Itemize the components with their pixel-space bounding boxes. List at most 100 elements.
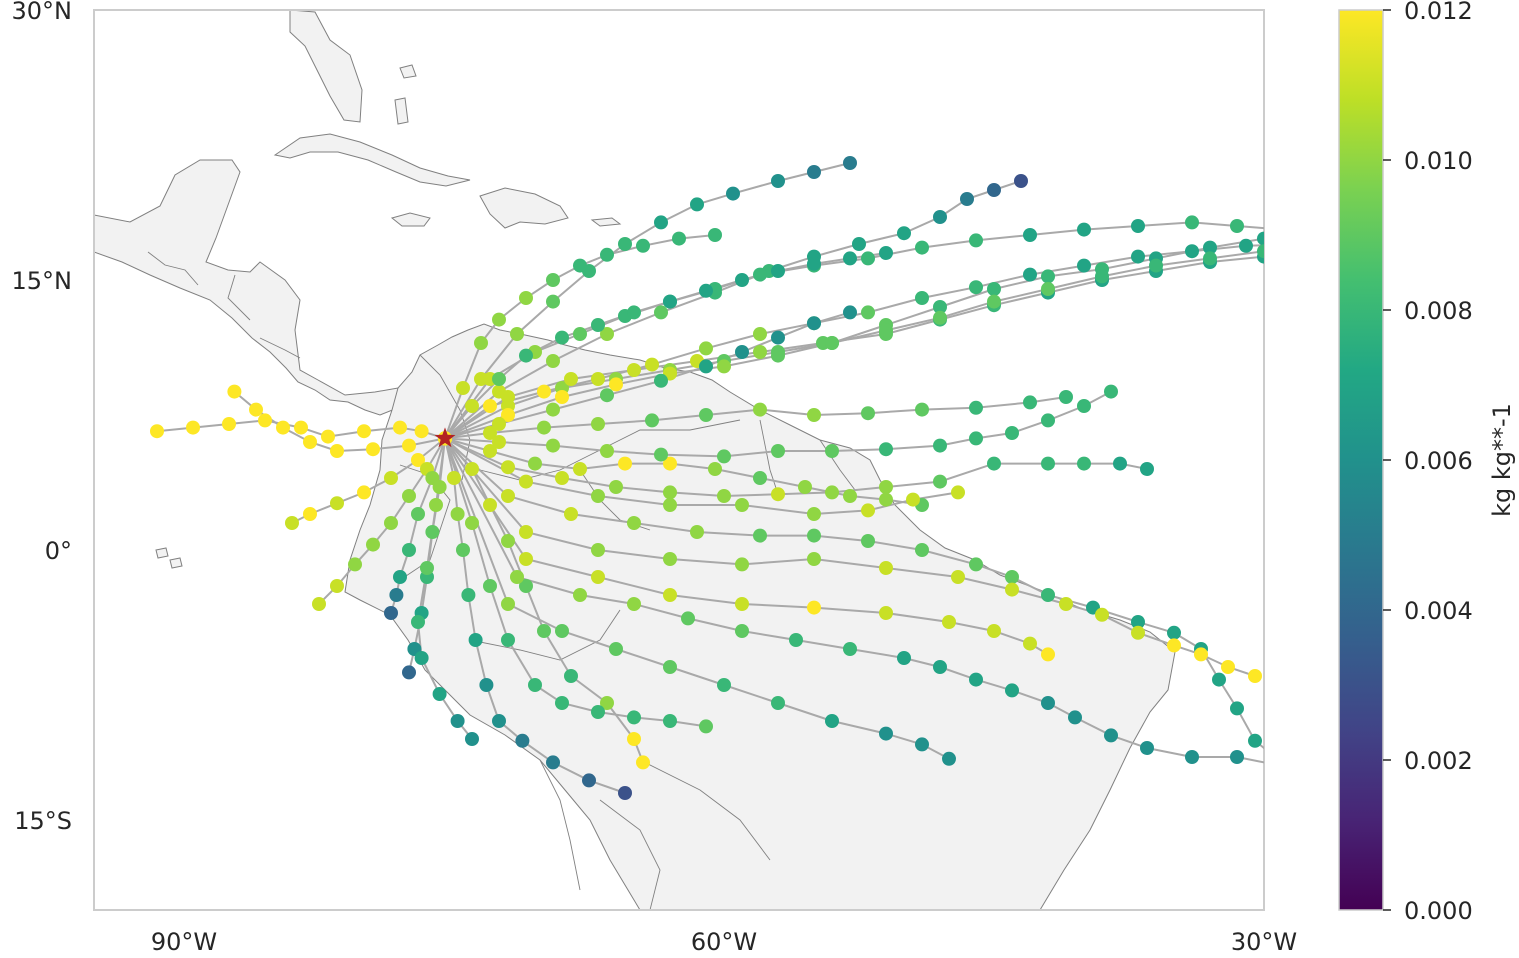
trajectory-point	[384, 606, 398, 620]
trajectory-point	[987, 282, 1001, 296]
trajectory-point	[663, 294, 677, 309]
trajectory-point	[1068, 710, 1082, 725]
trajectory-point	[1077, 456, 1091, 471]
trajectory-point	[879, 480, 893, 494]
trajectory-point	[1509, 219, 1519, 233]
trajectory-point	[969, 280, 983, 295]
trajectory-point	[591, 705, 605, 719]
trajectory-point	[366, 442, 380, 457]
trajectory-point	[825, 485, 839, 500]
trajectory-point	[537, 624, 551, 638]
trajectory-point	[969, 431, 983, 446]
trajectory-point	[1077, 258, 1091, 273]
trajectory-point	[555, 696, 569, 710]
florida-land	[289, 10, 363, 123]
trajectory-point	[726, 186, 740, 201]
trajectory-point	[461, 588, 476, 602]
trajectory-point	[807, 408, 821, 422]
trajectory-point	[582, 773, 596, 788]
trajectory-point	[879, 492, 893, 507]
trajectory-point	[501, 408, 515, 422]
colorbar-tick-label: 0.010	[1404, 147, 1473, 175]
trajectory-point	[591, 417, 605, 431]
trajectory-point	[933, 660, 947, 674]
trajectory-point	[420, 561, 434, 575]
trajectory-point	[492, 435, 506, 449]
lat-tick-label: 0°	[45, 537, 72, 565]
trajectory-point	[519, 579, 533, 593]
trajectory-point	[807, 256, 821, 271]
trajectory-point	[708, 228, 722, 242]
trajectory-point	[1473, 210, 1487, 224]
colorbar-tick-label: 0.004	[1404, 597, 1473, 625]
trajectory-point	[717, 678, 731, 692]
trajectory-point	[600, 247, 614, 262]
trajectory-point	[735, 557, 749, 572]
colorbar-tick-label: 0.000	[1404, 897, 1473, 925]
map-border	[93, 9, 1265, 911]
trajectory-point	[1275, 755, 1289, 769]
galapagos-land	[155, 547, 169, 559]
trajectory-point	[1041, 588, 1055, 602]
trajectory-point	[861, 534, 875, 548]
trajectory-point	[735, 597, 749, 611]
trajectory-point	[753, 267, 767, 282]
trajectory-point	[591, 543, 605, 557]
trajectory-line	[444, 311, 851, 440]
trajectory-point	[402, 438, 416, 453]
trajectory-point	[1041, 282, 1055, 296]
trajectory-point	[528, 678, 542, 692]
lon-tick-label: 30°W	[1231, 928, 1297, 956]
trajectory-point	[555, 471, 569, 485]
trajectory-point	[393, 420, 407, 435]
trajectory-point	[915, 402, 929, 417]
trajectory-point	[546, 354, 560, 368]
colorbar-tick-label: 0.012	[1404, 0, 1473, 25]
trajectory-point	[384, 471, 398, 485]
trajectory-point	[384, 516, 398, 530]
trajectory-point	[1041, 647, 1055, 662]
trajectory-point	[879, 561, 893, 575]
trajectory-point	[915, 737, 929, 752]
border-line	[469, 609, 621, 661]
trajectory-point	[1248, 733, 1262, 748]
trajectory-point	[1185, 750, 1199, 764]
trajectory-point	[573, 462, 587, 476]
trajectory-point	[654, 215, 668, 230]
lon-tick-label: 60°W	[691, 928, 757, 956]
trajectory-point	[789, 633, 803, 647]
trajectory-point	[555, 330, 569, 345]
trajectory-point	[276, 420, 290, 435]
hispaniola-land	[479, 187, 569, 229]
trajectory-point	[663, 456, 677, 471]
trajectory-point	[1077, 399, 1091, 413]
trajectory-point	[546, 294, 560, 309]
trajectory-point	[753, 528, 767, 543]
trajectory-point	[249, 402, 263, 417]
trajectory-point	[546, 273, 560, 287]
trajectory-point	[1041, 696, 1055, 710]
trajectory-point	[717, 449, 731, 464]
trajectory-point	[771, 348, 785, 363]
trajectory-line	[444, 250, 1264, 440]
trajectory-point	[1401, 248, 1415, 262]
trajectory-point	[1311, 246, 1325, 260]
border-line	[639, 759, 771, 861]
colorbar-tick-label: 0.008	[1404, 297, 1473, 325]
trajectory-point	[663, 485, 677, 500]
trajectory-point	[483, 579, 497, 593]
trajectory-point	[951, 485, 965, 500]
colorbar-tick-label: 0.006	[1404, 447, 1473, 475]
trajectory-point	[447, 471, 461, 485]
colorbar-tick-label: 0.002	[1404, 747, 1473, 775]
trajectory-point	[879, 726, 893, 741]
trajectory-point	[483, 498, 497, 512]
trajectory-point	[807, 528, 821, 543]
trajectory-point	[1131, 219, 1145, 233]
trajectory-line	[156, 419, 446, 440]
trajectory-point	[389, 588, 404, 602]
trajectory-point	[753, 471, 767, 485]
trajectory-point	[627, 732, 641, 746]
trajectory-point	[825, 336, 839, 350]
trajectory-point	[1419, 239, 1433, 253]
